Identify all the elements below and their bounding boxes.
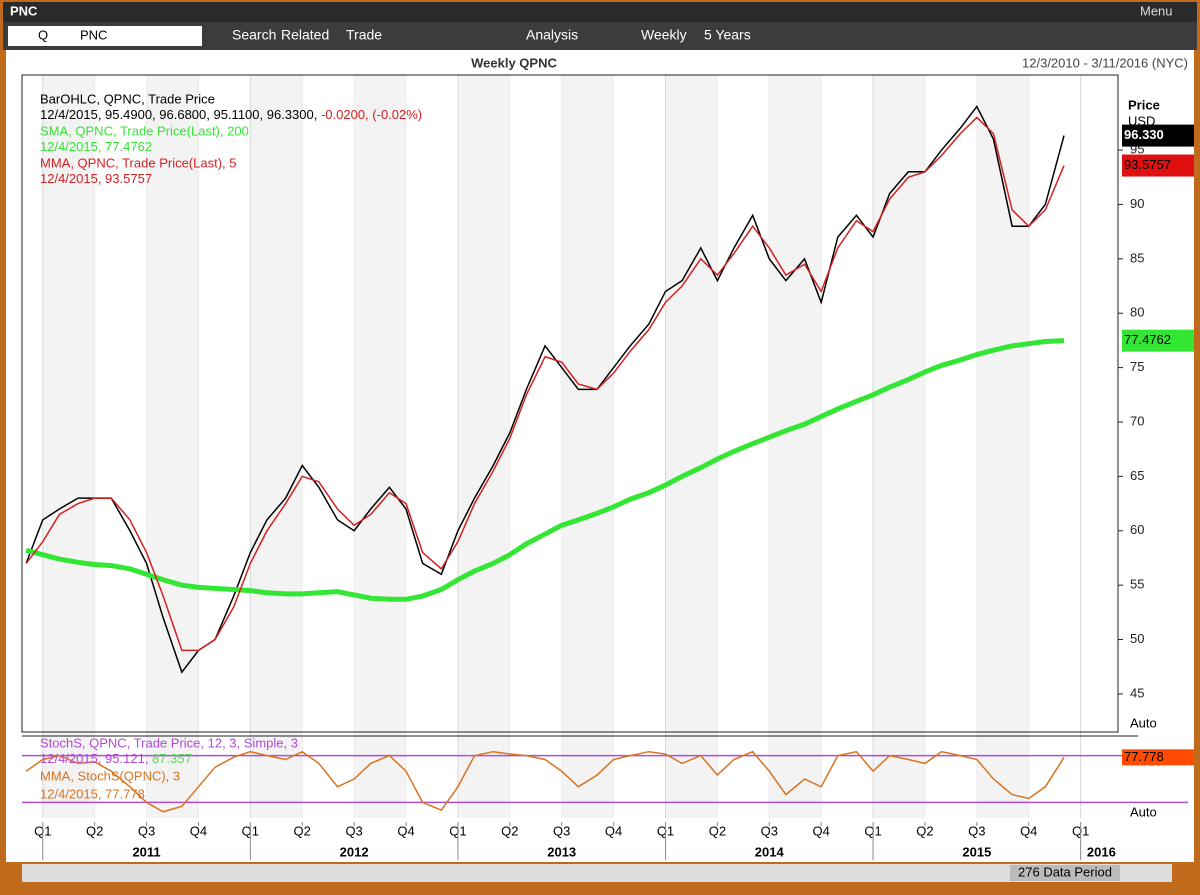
series-line bbox=[25, 750, 1065, 813]
x-tick-label: Q4 bbox=[190, 823, 207, 838]
last-value-label: 96.330 bbox=[1124, 127, 1164, 142]
y-tick-label: 75 bbox=[1130, 359, 1144, 374]
y-tick-label: 70 bbox=[1130, 413, 1144, 428]
series-line bbox=[25, 116, 1065, 652]
last-value-box bbox=[1122, 124, 1194, 147]
chart-title: Weekly QPNC bbox=[471, 55, 557, 70]
y-tick-label: 55 bbox=[1130, 577, 1144, 592]
readout-values: 12/4/2015, 93.5757 bbox=[40, 171, 152, 186]
quarter-band bbox=[146, 75, 199, 818]
quarter-band bbox=[457, 75, 510, 818]
x-tick-label: Q3 bbox=[138, 823, 155, 838]
y-tick-label: 45 bbox=[1130, 685, 1144, 700]
x-tick-label: Q4 bbox=[397, 823, 414, 838]
range-button[interactable]: 5 Years bbox=[704, 27, 751, 43]
legend-readout: 12/4/2015, 77.778 bbox=[40, 786, 145, 801]
x-tick-label: Q3 bbox=[761, 823, 778, 838]
data-period: 276 Data Period bbox=[1018, 864, 1112, 879]
quarter-band bbox=[354, 75, 407, 818]
x-tick-label: Q3 bbox=[968, 823, 985, 838]
last-value-box bbox=[1122, 329, 1194, 352]
window-title: PNC bbox=[10, 3, 38, 18]
x-tick-label: Q2 bbox=[294, 823, 311, 838]
readout-values: 87.357 bbox=[152, 751, 192, 766]
x-tick-label: Q2 bbox=[86, 823, 103, 838]
x-tick-label: Q3 bbox=[345, 823, 362, 838]
y-tick-label: 50 bbox=[1130, 631, 1144, 646]
y-tick-label: 80 bbox=[1130, 305, 1144, 320]
y-tick-label: 90 bbox=[1130, 196, 1144, 211]
quarter-band bbox=[561, 75, 614, 818]
interval-button[interactable]: Weekly bbox=[641, 27, 687, 43]
quarter-band bbox=[769, 75, 822, 818]
y-tick-label: 85 bbox=[1130, 250, 1144, 265]
symbol-input[interactable] bbox=[76, 26, 202, 46]
title-bar bbox=[3, 2, 1197, 22]
y-tick-label: 60 bbox=[1130, 522, 1144, 537]
last-value-label: 93.5757 bbox=[1124, 157, 1171, 172]
series-line bbox=[25, 338, 1065, 602]
legend-name: MMA, StochS(QPNC), 3 bbox=[40, 768, 180, 783]
related-button[interactable]: Related bbox=[281, 27, 329, 43]
price-panel-border bbox=[21, 74, 1119, 733]
y-axis-label: Price bbox=[1128, 97, 1160, 112]
legend-readout: 12/4/2015, 95.4900, 96.6800, 95.1100, 96… bbox=[40, 107, 422, 122]
legend-name: BarOHLC, QPNC, Trade Price bbox=[40, 91, 215, 106]
legend-name: MMA, QPNC, Trade Price(Last), 5 bbox=[40, 155, 237, 170]
readout-values: 12/4/2015, 95.121, bbox=[40, 751, 152, 766]
symbol-type-box[interactable] bbox=[8, 26, 76, 46]
quarter-band bbox=[976, 75, 1029, 818]
scrollbar[interactable] bbox=[22, 864, 1172, 882]
year-label: 2013 bbox=[547, 844, 576, 859]
x-tick-label: Q4 bbox=[1020, 823, 1037, 838]
y-tick-label: 65 bbox=[1130, 468, 1144, 483]
legend-name: StochS, QPNC, Trade Price, 12, 3, Simple… bbox=[40, 735, 298, 750]
symbol-text: PNC bbox=[80, 27, 107, 42]
plots: Q1 Q2 Q3 Q4 Q1 Q2 Q3 Q4 Q1 Q2 Q3 Q4 Q1 Q2 Q3 Q4 Q1 Q2 Q3 Q4… bbox=[21, 74, 1194, 860]
legend-name: SMA, QPNC, Trade Price(Last), 200 bbox=[40, 123, 249, 138]
year-label: 2014 bbox=[755, 844, 785, 859]
last-value-box bbox=[1122, 749, 1194, 766]
scale-mode: Auto bbox=[1130, 804, 1157, 819]
symbol-type: Q bbox=[38, 27, 48, 42]
search-button[interactable]: Search bbox=[232, 27, 276, 43]
x-tick-label: Q3 bbox=[553, 823, 570, 838]
year-label: 2016 bbox=[1087, 844, 1116, 859]
readout-change: -0.0200, (-0.02%) bbox=[321, 107, 422, 122]
year-label: 2012 bbox=[340, 844, 369, 859]
year-label: 2015 bbox=[962, 844, 991, 859]
readout-values: 12/4/2015, 77.4762 bbox=[40, 139, 152, 154]
quarter-band bbox=[873, 75, 925, 818]
menu-button[interactable]: Menu bbox=[1140, 3, 1173, 18]
last-value-box bbox=[1122, 154, 1194, 177]
x-tick-label: Q4 bbox=[605, 823, 622, 838]
x-tick-label: Q2 bbox=[501, 823, 518, 838]
year-label: 2011 bbox=[132, 844, 160, 859]
x-tick-label: Q4 bbox=[812, 823, 829, 838]
trade-button[interactable]: Trade bbox=[346, 27, 382, 43]
readout-values: 12/4/2015, 95.4900, 96.6800, 95.1100, 96… bbox=[40, 107, 321, 122]
analysis-button[interactable]: Analysis bbox=[526, 27, 578, 43]
legend-readout: 12/4/2015, 77.4762 bbox=[40, 139, 152, 154]
quarter-band bbox=[250, 75, 303, 818]
last-value-label: 77.778 bbox=[1124, 749, 1164, 764]
legend-readout: 12/4/2015, 95.121, 87.357 bbox=[40, 751, 192, 766]
quarter-band bbox=[42, 75, 95, 818]
x-tick-label: Q2 bbox=[916, 823, 933, 838]
quarter-band bbox=[665, 75, 718, 818]
legend-readout: 12/4/2015, 93.5757 bbox=[40, 171, 152, 186]
scroll-thumb[interactable] bbox=[1010, 865, 1120, 881]
scale-mode: Auto bbox=[1130, 715, 1157, 730]
x-tick-label: Q2 bbox=[709, 823, 726, 838]
date-range: 12/3/2010 - 3/11/2016 (NYC) bbox=[1022, 55, 1188, 70]
last-value-label: 77.4762 bbox=[1124, 332, 1171, 347]
